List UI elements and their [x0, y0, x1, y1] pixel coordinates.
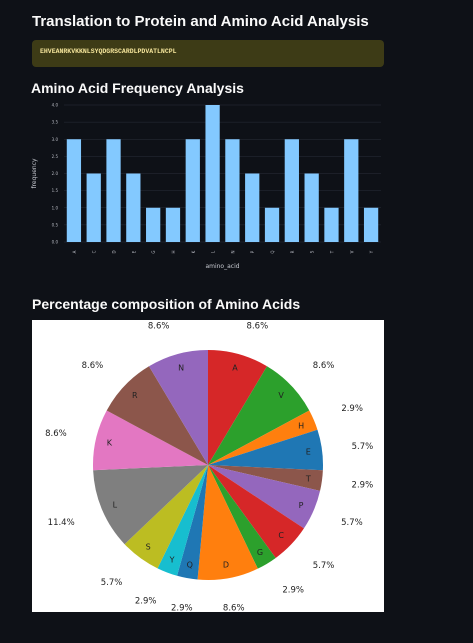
pie-slice-name: K [107, 439, 113, 448]
pie-slice-name: T [305, 475, 311, 484]
pie-slice-name: L [113, 501, 118, 510]
pie-slice-E [208, 429, 323, 471]
translation-heading: Translation to Protein and Amino Acid An… [32, 13, 369, 30]
pie-slice-percent: 2.9% [341, 404, 363, 414]
pie-slice-percent: 5.7% [101, 578, 123, 588]
bar-K [185, 139, 200, 242]
x-tick-label: Q [270, 250, 275, 253]
pie-slice-percent: 2.9% [352, 481, 374, 491]
pie-slice-percent: 2.9% [282, 585, 304, 595]
y-tick-label: 2.0 [52, 171, 59, 176]
x-tick-label: Y [369, 250, 374, 254]
pie-slice-D [197, 465, 258, 580]
pie-slice-percent: 8.6% [313, 361, 335, 371]
pie-slice-V [208, 366, 310, 465]
pie-slice-percent: 8.6% [82, 361, 104, 371]
x-tick-label: K [191, 250, 196, 253]
pie-slice-L [93, 465, 208, 545]
x-tick-label: N [230, 251, 235, 254]
y-tick-label: 1.0 [52, 205, 59, 210]
sequence-box: EHVEANRKVKKNLSYQDGRSCARDLPDVATLNCPL [32, 40, 384, 67]
x-tick-label: P [250, 250, 255, 253]
pie-slice-H [208, 410, 318, 465]
pie-slice-name: A [232, 363, 238, 372]
pie-slice-name: P [299, 501, 304, 510]
bar-L [205, 105, 220, 242]
x-tick-label: S [310, 250, 315, 253]
frequency-bar-chart: 0.0 0.5 1.0 1.5 2.0 2.5 3.0 3.5 4.0 A C D E G H K L N P Q R S… [31, 103, 381, 270]
bar-V [344, 139, 359, 242]
pie-slice-N [148, 350, 208, 465]
bar-A [66, 139, 82, 242]
x-tick-label: E [131, 250, 136, 253]
bar-Q [264, 207, 280, 242]
pie-slice-percent: 5.7% [313, 561, 335, 571]
pie-slice-name: G [257, 548, 263, 557]
x-tick-label: C [92, 250, 97, 253]
pie-slice-name: Y [169, 556, 175, 565]
bar-E [126, 173, 141, 242]
pie-slice-name: S [146, 543, 151, 552]
frequency-heading: Amino Acid Frequency Analysis [31, 80, 244, 96]
bar-S [304, 173, 319, 242]
bar-G [146, 207, 161, 242]
percentage-pie-chart: A 8.6% V 8.6% H 2.9% E 5.7% T 2.9% P 5.7% C 5.7% G 2.9%… [45, 321, 374, 612]
y-tick-label: 0.5 [52, 222, 59, 227]
bar-N [225, 139, 240, 242]
pie-slice-name: V [278, 391, 284, 400]
bar-C [86, 173, 101, 242]
pie-slice-percent: 5.7% [341, 518, 363, 528]
pie-slice-S [124, 465, 208, 569]
pie-slice-name: R [132, 391, 138, 400]
protein-sequence: EHVEANRKVKKNLSYQDGRSCARDLPDVATLNCPL [40, 48, 177, 55]
pie-slice-C [208, 465, 304, 558]
y-axis-label: frequency [31, 158, 38, 189]
pie-slice-T [208, 465, 323, 491]
bar-R [284, 139, 299, 242]
bar-D [106, 139, 121, 242]
bar-Y [363, 207, 379, 242]
pie-slice-percent: 11.4% [48, 518, 75, 528]
x-tick-label: T [329, 250, 334, 254]
pie-slice-percent: 2.9% [171, 604, 193, 612]
pie-slice-P [208, 465, 321, 529]
x-tick-label: L [211, 250, 216, 253]
x-tick-label: H [171, 250, 176, 253]
pie-slice-percent: 5.7% [352, 442, 374, 452]
pie-slice-R [106, 366, 208, 465]
pie-slice-name: N [178, 363, 184, 372]
pie-slice-Y [157, 465, 208, 576]
pie-slice-Q [177, 465, 208, 580]
pie-slice-percent: 8.6% [45, 429, 67, 439]
pie-slice-percent: 8.6% [148, 321, 170, 331]
y-tick-label: 1.5 [52, 188, 59, 193]
pie-slice-name: C [278, 531, 284, 540]
pie-slice-percent: 8.6% [247, 321, 269, 331]
x-axis-label: amino_acid [205, 263, 239, 270]
x-tick-label: A [72, 250, 77, 253]
bar-P [245, 173, 260, 242]
bar-H [165, 207, 181, 242]
pie-slice-A [208, 350, 268, 465]
pie-slice-name: H [298, 421, 304, 430]
x-tick-label: R [290, 250, 295, 253]
pie-slice-G [208, 465, 276, 569]
pie-slice-name: E [306, 448, 311, 457]
x-tick-label: V [349, 250, 354, 253]
pie-slice-name: D [223, 561, 229, 570]
pie-slice-percent: 8.6% [223, 604, 245, 612]
pie-slice-name: Q [187, 561, 193, 570]
pie-chart-card: A 8.6% V 8.6% H 2.9% E 5.7% T 2.9% P 5.7% C 5.7% G 2.9%… [32, 320, 384, 612]
y-tick-label: 4.0 [52, 103, 59, 108]
bar-T [324, 207, 339, 242]
y-tick-label: 2.5 [52, 154, 59, 159]
x-tick-label: D [112, 250, 117, 253]
pie-slice-percent: 2.9% [135, 596, 157, 606]
y-tick-label: 3.5 [52, 120, 59, 125]
x-tick-label: G [151, 250, 156, 253]
percentage-heading: Percentage composition of Amino Acids [32, 296, 301, 312]
y-tick-label: 3.0 [52, 137, 59, 142]
pie-slice-K [93, 410, 208, 471]
y-tick-label: 0.0 [52, 240, 59, 245]
